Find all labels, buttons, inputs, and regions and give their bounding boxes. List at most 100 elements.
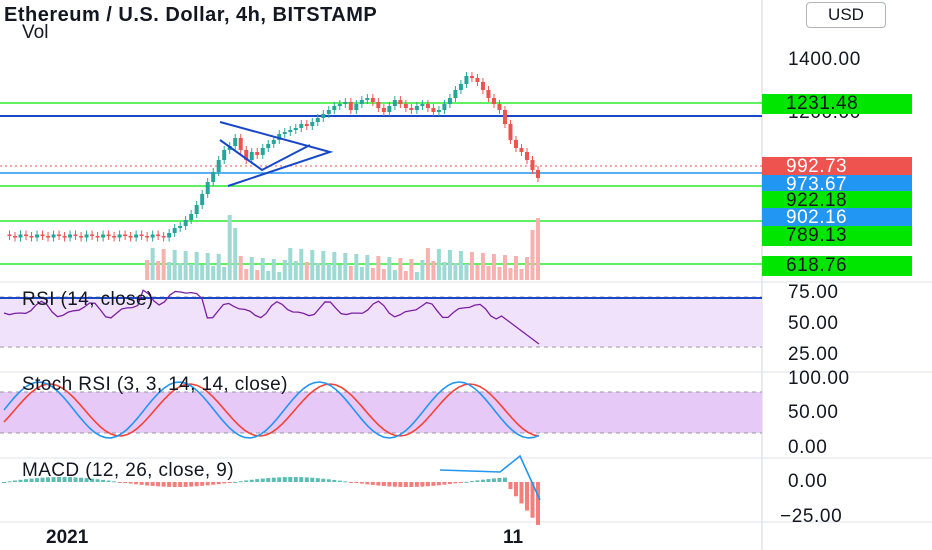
volume-bar [491,254,496,280]
volume-bar [227,215,232,280]
macd-histogram-bar [365,482,370,485]
macd-histogram-bar [398,482,403,487]
macd-histogram-bar [35,478,40,482]
candle-body [343,102,348,104]
candle-body [431,108,436,112]
volume-bar [420,260,425,280]
candle-body [62,236,67,238]
rsi-axis-tick: 75.00 [788,282,839,303]
macd-histogram-bar [277,477,282,482]
macd-histogram-bar [315,478,320,482]
candle-body [365,98,370,100]
macd-histogram-bar [178,482,183,487]
volume-bar [310,250,315,280]
currency-button[interactable]: USD [806,2,886,28]
macd-histogram-bar [536,482,540,525]
triangle-pattern [219,121,334,187]
candle-body [497,104,502,110]
triangle-pattern [219,139,311,172]
candle-body [436,110,441,112]
macd-histogram-bar [425,482,430,487]
volume-bar [453,263,458,280]
macd-histogram-bar [403,482,408,487]
macd-histogram-bar [304,477,309,482]
candle-body [57,234,62,236]
macd-histogram-bar [376,482,381,486]
macd-histogram-bar [530,482,535,518]
macd-histogram-bar [244,480,249,482]
macd-histogram-bar [524,482,529,511]
macd-axis-tick: 0.00 [788,471,828,492]
candle-body [167,233,172,238]
macd-histogram-bar [139,482,144,485]
macd-histogram-bar [29,478,34,482]
volume-bar [475,265,480,280]
candle-body [420,104,425,106]
volume-bar [255,270,260,280]
macd-histogram-bar [354,482,359,483]
candle-body [536,170,540,178]
stoch-d-line [3,383,540,437]
macd-histogram-bar [79,477,84,482]
volume-bar [277,272,282,280]
macd-histogram-bar [337,480,342,482]
macd-histogram-bar [205,482,210,486]
volume-bar [161,249,166,280]
macd-histogram-bar [464,481,469,483]
candle-body [354,104,359,110]
macd-histogram-bar [101,479,106,482]
candle-body [326,110,331,114]
candle-body [392,100,397,106]
price-tag-902: 902.16 [762,208,912,228]
macd-histogram-bar [73,477,78,482]
volume-bar [409,259,414,280]
candle-body [348,102,353,110]
candle-body [211,172,216,182]
candle-body [475,78,480,82]
volume-bar [376,256,381,280]
volume-bar [387,257,392,280]
volume-bar [233,228,238,280]
macd-histogram-bar [513,482,518,497]
candle-body [469,76,474,78]
candle-body [398,100,403,104]
macd-histogram-bar [442,482,447,485]
price-axis-tick: 1400.00 [788,49,861,70]
volume-bar [178,263,183,280]
volume-bar [365,255,370,280]
candle-body [442,104,447,110]
volume-bar [464,264,469,280]
candle-body [321,114,326,118]
macd-histogram-bar [414,482,419,487]
volume-bar [189,264,194,280]
volume-bar [321,251,326,280]
candle-body [84,234,89,238]
candle-body [117,234,122,238]
candle-body [425,104,430,108]
volume-bar [150,248,155,280]
time-axis-label: 11 [503,527,524,548]
candle-body [123,234,128,236]
macd-histogram-bar [387,482,392,487]
volume-bar [343,253,348,280]
candle-body [458,84,463,90]
volume-bar [497,267,502,280]
macd-histogram-bar [469,481,474,483]
candle-body [255,152,260,155]
macd-histogram-bar [112,481,117,483]
macd-histogram-bar [18,479,23,482]
volume-bar [480,253,485,280]
volume-bar [238,256,243,280]
macd-histogram-bar [233,481,238,483]
macd-histogram-bar [167,482,172,487]
rsi-axis-tick: 50.00 [788,313,839,334]
macd-histogram-bar [249,479,254,482]
volume-bar [354,254,359,280]
volume-bar [447,250,452,280]
macd-histogram-bar [447,482,452,485]
volume-bar [469,252,474,280]
macd-histogram-bar [271,477,276,482]
volume-bar [486,266,491,280]
candle-body [524,152,529,160]
